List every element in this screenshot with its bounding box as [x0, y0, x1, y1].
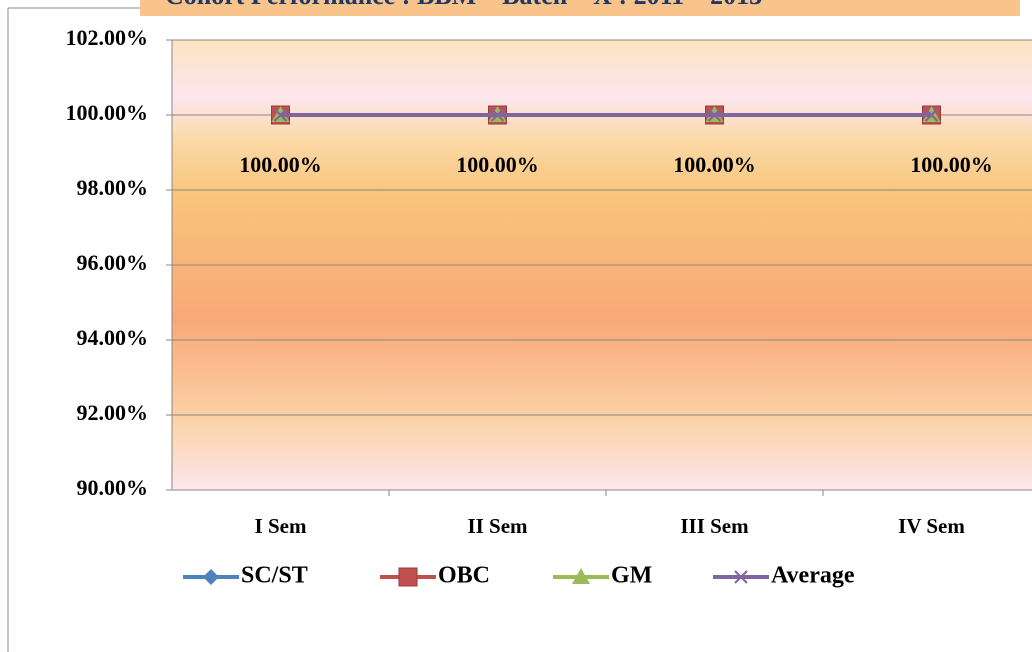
marker [924, 108, 939, 122]
y-tick-label: 100.00% [66, 100, 149, 125]
y-tick-label: 102.00% [66, 25, 149, 50]
data-label: 100.00% [673, 152, 756, 177]
y-tick-label: 98.00% [77, 175, 149, 200]
legend-label: SC/ST [241, 563, 308, 589]
data-label: 100.00% [239, 152, 322, 177]
marker [273, 108, 288, 122]
marker [490, 108, 505, 122]
legend-label: GM [611, 563, 652, 589]
y-tick-label: 94.00% [77, 325, 149, 350]
marker [734, 570, 748, 584]
legend-label: Average [771, 563, 855, 589]
x-tick-label: IV Sem [898, 514, 965, 538]
y-tick-label: 90.00% [77, 475, 149, 500]
marker [398, 567, 418, 587]
legend-label: OBC [438, 563, 490, 589]
title-box [140, 0, 1020, 16]
data-label: 100.00% [910, 152, 993, 177]
x-tick-label: I Sem [255, 514, 307, 538]
chart-title: Cohort Performance : BBM – Batch – X : 2… [165, 0, 762, 10]
marker [572, 568, 590, 584]
y-tick-label: 96.00% [77, 250, 149, 275]
x-tick-label: III Sem [680, 514, 749, 538]
marker [203, 569, 219, 585]
marker [707, 108, 722, 122]
x-tick-label: II Sem [467, 514, 528, 538]
y-tick-label: 92.00% [77, 400, 149, 425]
data-label: 100.00% [456, 152, 539, 177]
